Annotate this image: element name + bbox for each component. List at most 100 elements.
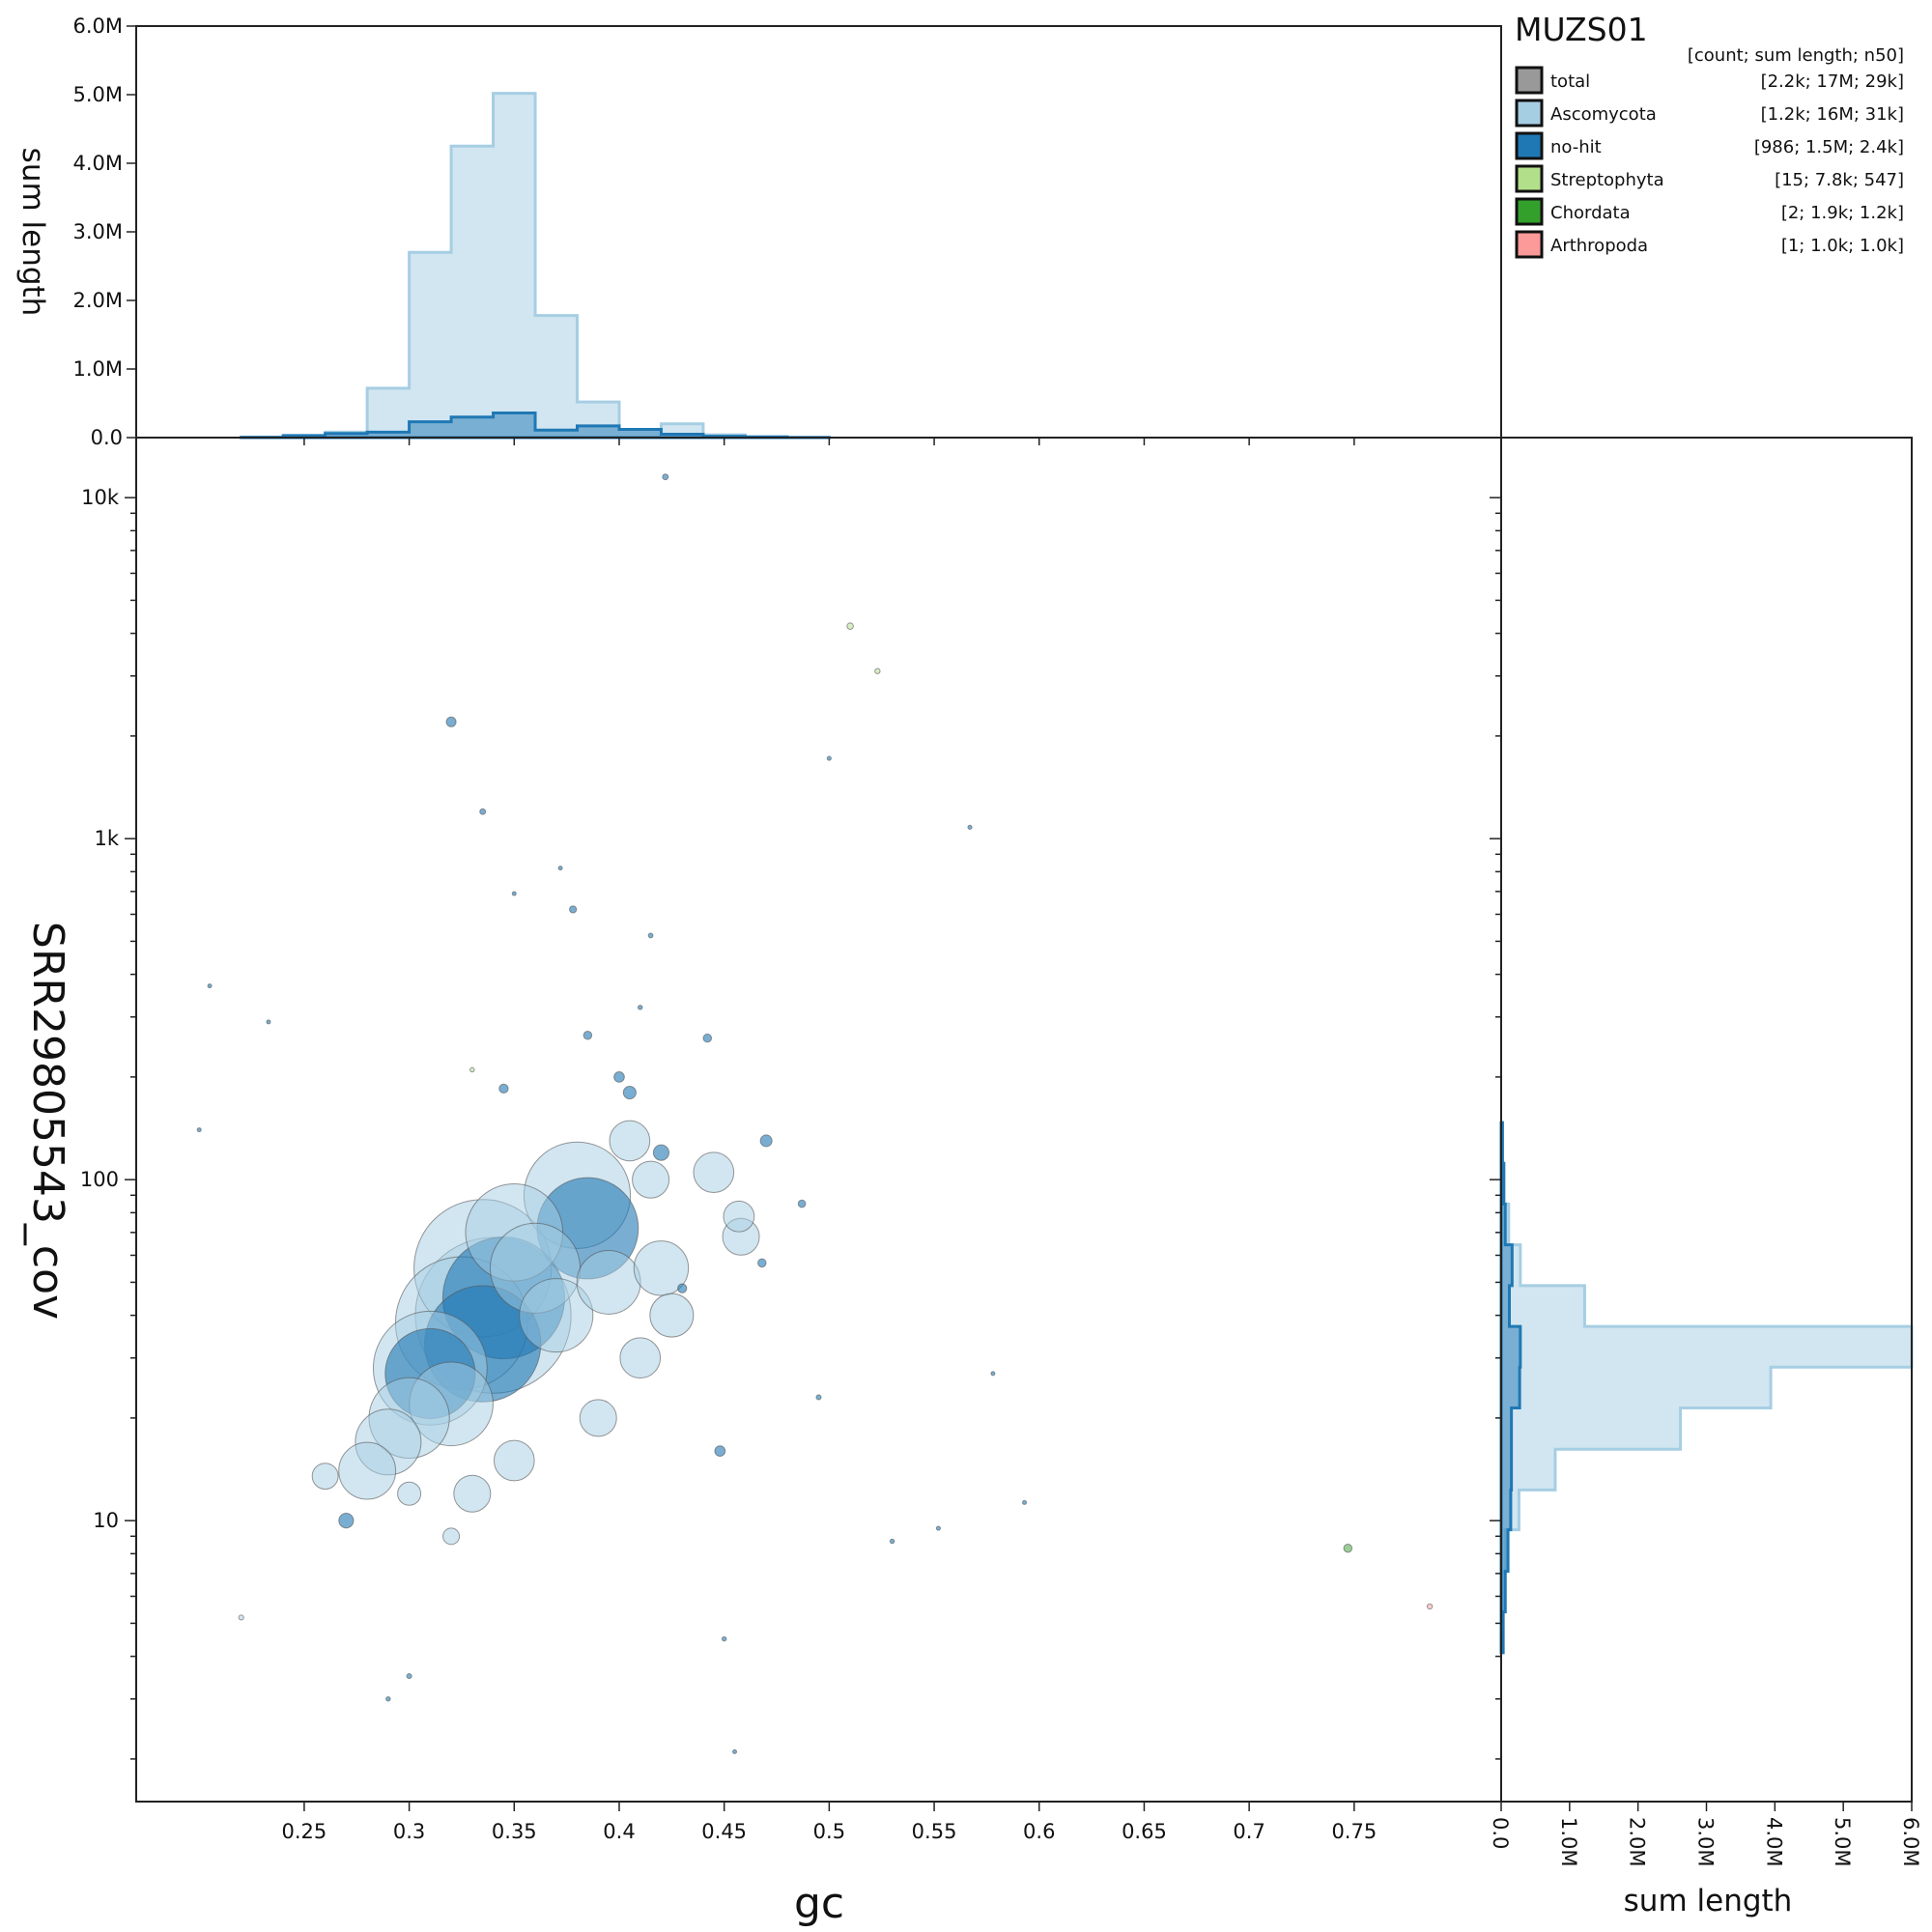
scatter-point-no-hit	[196, 1127, 202, 1133]
cov-hist-ascomycota	[1499, 1122, 1914, 1653]
scatter-point-ascomycota	[619, 1337, 662, 1379]
main-scatter-panel	[196, 473, 1434, 1754]
right-hist-x-tick-label: 1.0M	[1557, 1817, 1580, 1867]
right-hist-x-tick-label: 4.0M	[1762, 1817, 1785, 1867]
scatter-point-ascomycota	[579, 1399, 617, 1437]
scatter-point-no-hit	[935, 1525, 941, 1531]
main-frame	[135, 437, 1502, 1803]
scatter-point-streptophyta	[874, 668, 881, 674]
top-hist-y-tick-label: 6.0M	[72, 14, 123, 38]
legend-stats-chordata: [2; 1.9k; 1.2k]	[1781, 203, 1904, 223]
scatter-point-ascomycota	[609, 1120, 651, 1162]
right-hist-x-tick-label: 0.0	[1489, 1817, 1512, 1849]
x-tick-label: 0.25	[282, 1820, 327, 1843]
legend-stats-streptophyta: [15; 7.8k; 547]	[1775, 170, 1904, 190]
legend-swatch-streptophyta	[1515, 164, 1544, 193]
top-hist-y-tick-label: 3.0M	[72, 220, 123, 243]
top-hist-y-tick-label: 5.0M	[72, 83, 123, 106]
scatter-point-no-hit	[637, 1005, 643, 1010]
x-tick-label: 0.3	[393, 1820, 425, 1843]
legend-stats-no-hit: [986; 1.5M; 2.4k]	[1754, 137, 1904, 157]
legend-swatch-ascomycota	[1515, 99, 1544, 128]
scatter-point-no-hit	[815, 1394, 822, 1401]
axes: 0.25 0.3 0.35 0.4 0.45 0.5 0.55 0.6 0.65 0.7 0.75 1…	[72, 14, 1922, 1867]
scatter-point-no-hit	[677, 1283, 688, 1293]
x-tick-label: 0.35	[492, 1820, 537, 1843]
top-hist-y-tick-label: 1.0M	[72, 357, 123, 381]
legend-label-no-hit: no-hit	[1550, 137, 1602, 157]
legend-swatch-no-hit	[1515, 131, 1544, 160]
scatter-point-ascomycota	[338, 1441, 397, 1500]
scatter-point-no-hit	[702, 1033, 713, 1043]
scatter-point-no-hit	[826, 755, 832, 761]
legend-header: [count; sum length; n50]	[1688, 45, 1904, 66]
legend-label-total: total	[1550, 71, 1590, 92]
scatter-point-streptophyta	[469, 1066, 475, 1073]
x-axis-title: gc	[794, 1879, 844, 1928]
scatter-point-ascomycota	[238, 1614, 244, 1621]
scatter-point-no-hit	[662, 473, 669, 481]
x-tick-label: 0.75	[1331, 1820, 1377, 1843]
top-hist-y-tick-label: 4.0M	[72, 152, 123, 175]
right-hist-x-tick-label: 3.0M	[1694, 1817, 1718, 1867]
scatter-point-no-hit	[557, 866, 563, 871]
scatter-point-no-hit	[721, 1635, 727, 1642]
chart-title: MUZS01	[1515, 11, 1648, 48]
scatter-point-ascomycota	[576, 1250, 641, 1315]
scatter-point-no-hit	[967, 824, 973, 830]
scatter-point-arthropoda	[1426, 1603, 1434, 1610]
y-axis-title: SRR29805543_cov	[23, 922, 72, 1320]
scatter-point-ascomycota	[693, 1151, 735, 1194]
scatter-point-no-hit	[1022, 1499, 1028, 1505]
scatter-point-ascomycota	[397, 1481, 422, 1506]
scatter-point-no-hit	[498, 1083, 509, 1094]
legend-swatch-arthropoda	[1515, 230, 1544, 259]
scatter-point-ascomycota	[453, 1474, 492, 1513]
right-hist-x-title: sum length	[1624, 1884, 1793, 1918]
scatter-point-no-hit	[889, 1538, 895, 1545]
legend-stats-arthropoda: [1; 1.0k; 1.0k]	[1781, 236, 1904, 256]
x-tick-label: 0.45	[701, 1820, 747, 1843]
top-hist-y-title: sum length	[15, 148, 50, 317]
scatter-point-ascomycota	[442, 1527, 461, 1546]
scatter-point-no-hit	[266, 1019, 271, 1025]
x-tick-label: 0.5	[813, 1820, 845, 1843]
scatter-point-ascomycota	[633, 1240, 690, 1296]
scatter-point-no-hit	[511, 891, 517, 896]
right-hist-x-tick-label: 5.0M	[1831, 1817, 1854, 1867]
scatter-point-no-hit	[647, 932, 654, 939]
scatter-point-ascomycota	[649, 1293, 695, 1338]
scatter-point-no-hit	[582, 1031, 593, 1040]
legend-stats-total: [2.2k; 17M; 29k]	[1761, 71, 1904, 92]
legend-label-chordata: Chordata	[1550, 203, 1631, 223]
y-tick-label: 10k	[81, 486, 120, 509]
legend-label-ascomycota: Ascomycota	[1550, 104, 1657, 125]
top-hist-y-tick-label: 0.0	[91, 426, 123, 449]
top-hist-y-tick-label: 2.0M	[72, 289, 123, 312]
scatter-point-ascomycota	[723, 1200, 755, 1233]
x-tick-label: 0.6	[1023, 1820, 1055, 1843]
right-hist-frame	[1501, 437, 1913, 1803]
x-tick-label: 0.55	[912, 1820, 957, 1843]
scatter-point-no-hit	[338, 1513, 355, 1529]
x-tick-label: 0.4	[603, 1820, 635, 1843]
scatter-point-no-hit	[479, 808, 487, 815]
cov-hist-no-hit	[1499, 1121, 1522, 1655]
scatter-point-no-hit	[757, 1258, 767, 1268]
scatter-point-no-hit	[622, 1085, 637, 1100]
scatter-point-no-hit	[406, 1673, 412, 1680]
scatter-point-streptophyta	[846, 622, 854, 630]
scatter-point-no-hit	[714, 1445, 726, 1457]
y-tick-label: 1k	[94, 827, 119, 850]
legend-swatch-total	[1515, 66, 1544, 95]
scatter-point-ascomycota	[632, 1160, 670, 1199]
legend-stats-ascomycota: [1.2k; 16M; 31k]	[1761, 104, 1904, 125]
scatter-point-no-hit	[652, 1144, 670, 1161]
scatter-point-no-hit	[445, 716, 457, 727]
y-tick-label: 10	[93, 1509, 119, 1532]
scatter-point-no-hit	[207, 983, 213, 989]
gc-hist-ascomycota	[241, 92, 831, 440]
scatter-point-ascomycota	[519, 1278, 594, 1353]
scatter-point-ascomycota	[493, 1439, 535, 1482]
